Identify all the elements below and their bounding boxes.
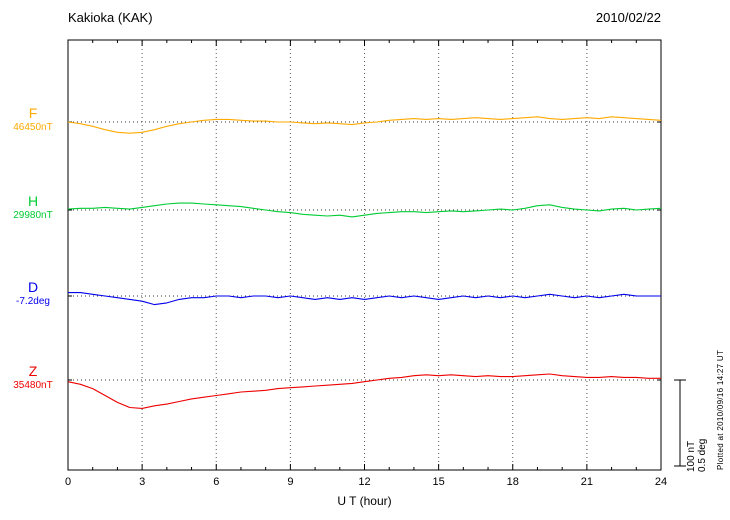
trace-z	[67, 373, 661, 409]
page-title: Kakioka (KAK)	[68, 10, 153, 25]
series-h-name: H	[27, 193, 39, 209]
series-label-d: D -7.2deg	[2, 280, 64, 308]
trace-f	[67, 116, 662, 134]
x-axis-label: U T (hour)	[337, 494, 392, 508]
series-f-name: F	[28, 105, 38, 121]
x-tick-label: 3	[139, 476, 146, 488]
series-f-baseline-value: 46450nT	[13, 122, 53, 133]
x-tick-label: 21	[580, 476, 593, 488]
x-tick-label: 9	[287, 476, 294, 488]
series-d-baseline-value: -7.2deg	[16, 296, 50, 307]
x-tick-label: 0	[64, 476, 72, 488]
series-h-baseline-value: 29980nT	[13, 210, 53, 221]
series-z-name: Z	[28, 363, 38, 379]
plotted-at-note: Plotted at 2010/09/16 14:27 UT	[716, 349, 725, 470]
series-label-f: F 46450nT	[2, 106, 64, 134]
x-tick-label: 12	[358, 476, 371, 488]
series-d-name: D	[27, 279, 39, 295]
date-label: 2010/02/22	[595, 10, 661, 25]
series-label-z: Z 35480nT	[2, 364, 64, 392]
series-z-baseline-value: 35480nT	[13, 380, 53, 391]
scale-bar-deg-label: 0.5 deg	[697, 438, 708, 472]
trace-d	[68, 292, 661, 306]
x-tick-label: 18	[506, 476, 519, 488]
x-tick-label: 6	[213, 476, 220, 488]
trace-h	[67, 202, 662, 218]
series-label-h: H 29980nT	[2, 194, 64, 222]
scale-bar-nt-label: 100 nT	[686, 440, 697, 472]
x-tick-label: 24	[654, 476, 668, 488]
x-tick-label: 15	[432, 476, 445, 488]
